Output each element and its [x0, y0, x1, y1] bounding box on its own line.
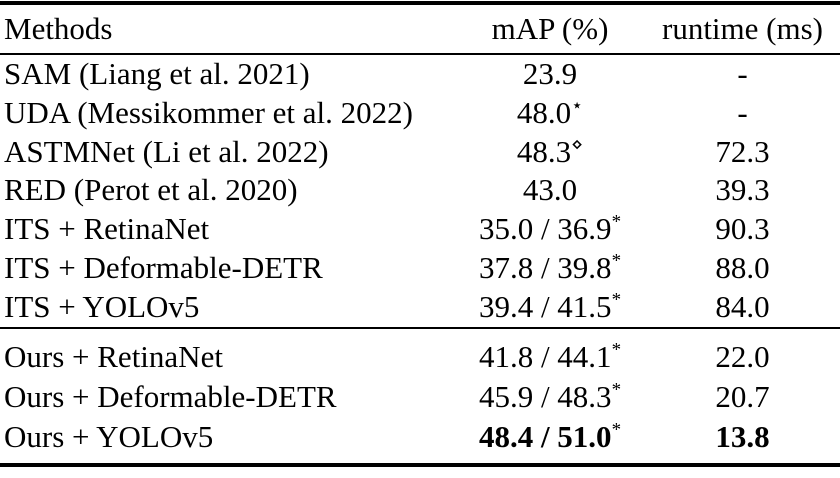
runtime-value: 88.0 — [715, 249, 770, 285]
table-row: SAM (Liang et al. 2021) 23.9 - — [0, 55, 840, 94]
map-number: 48.4 / 51.0 — [478, 418, 612, 454]
map-value: 43.0 — [455, 171, 645, 210]
runtime-value: - — [737, 94, 748, 130]
map-value: 37.8 / 39.8* — [455, 249, 645, 288]
map-number: 41.8 / 44.1 — [478, 338, 612, 374]
bottom-rule — [0, 462, 840, 467]
map-number: 39.4 / 41.5 — [478, 288, 612, 324]
runtime-value: 22.0 — [715, 338, 770, 374]
method-name: Ours + YOLOv5 — [4, 418, 214, 454]
header-methods: Methods — [4, 11, 113, 46]
runtime-value: 84.0 — [715, 288, 770, 324]
results-table: Methods mAP (%) runtime (ms) SAM (Liang … — [0, 1, 840, 467]
map-value: 23.9 — [455, 55, 645, 94]
map-number: 43.0 — [522, 172, 578, 208]
map-number: 45.9 / 48.3 — [478, 378, 612, 414]
table-row: RED (Perot et al. 2020) 43.0 39.3 — [0, 171, 840, 210]
table-row: ITS + RetinaNet 35.0 / 36.9* 90.3 — [0, 210, 840, 249]
runtime-value: 72.3 — [715, 133, 770, 169]
runtime-value: 13.8 — [715, 418, 770, 454]
header-separator-rule — [0, 53, 840, 55]
map-value: 48.3⋄ — [455, 133, 645, 172]
method-name: ITS + YOLOv5 — [4, 288, 200, 324]
map-superscript-marker: * — [611, 250, 622, 272]
map-number: 48.0 — [516, 94, 572, 130]
table-row: ITS + Deformable-DETR 37.8 / 39.8* 88.0 — [0, 249, 840, 288]
method-name: UDA (Messikommer et al. 2022) — [4, 94, 413, 130]
map-superscript-marker: ⋄ — [571, 134, 584, 156]
map-value: 39.4 / 41.5* — [455, 288, 645, 327]
map-value: 45.9 / 48.3* — [455, 377, 645, 417]
map-superscript-marker: * — [611, 419, 622, 441]
top-rule — [0, 1, 840, 5]
table-row: UDA (Messikommer et al. 2022) 48.0⋆ - — [0, 94, 840, 133]
table-row: Ours + Deformable-DETR 45.9 / 48.3* 20.7 — [0, 377, 840, 417]
map-value: 48.4 / 51.0* — [455, 417, 645, 457]
map-number: 37.8 / 39.8 — [478, 249, 612, 285]
map-number: 23.9 — [522, 56, 578, 91]
table-row: ITS + YOLOv5 39.4 / 41.5* 84.0 — [0, 288, 840, 327]
map-value: 48.0⋆ — [455, 94, 645, 133]
map-value: 41.8 / 44.1* — [455, 337, 645, 377]
runtime-value: 20.7 — [715, 378, 770, 414]
mid-separator-rule — [0, 326, 840, 329]
section-baselines: SAM (Liang et al. 2021) 23.9 - UDA (Mess… — [0, 55, 840, 327]
method-name: ASTMNet (Li et al. 2022) — [4, 133, 329, 169]
header-map: mAP (%) — [491, 11, 609, 46]
method-name: SAM (Liang et al. 2021) — [4, 56, 310, 91]
map-superscript-marker: * — [611, 211, 622, 233]
map-superscript-marker: * — [611, 379, 622, 401]
map-superscript-marker: * — [611, 339, 622, 361]
table-row: ASTMNet (Li et al. 2022) 48.3⋄ 72.3 — [0, 133, 840, 172]
section-ours: Ours + RetinaNet 41.8 / 44.1* 22.0 Ours … — [0, 329, 840, 463]
method-name: Ours + RetinaNet — [4, 338, 223, 374]
method-name: RED (Perot et al. 2020) — [4, 172, 298, 208]
runtime-value: 90.3 — [715, 211, 770, 247]
map-number: 35.0 / 36.9 — [478, 211, 612, 247]
table-header-row: Methods mAP (%) runtime (ms) — [0, 5, 840, 53]
method-name: ITS + Deformable-DETR — [4, 249, 323, 285]
map-superscript-marker: ⋆ — [571, 95, 584, 117]
map-number: 48.3 — [516, 133, 572, 169]
map-value: 35.0 / 36.9* — [455, 210, 645, 249]
runtime-value: - — [737, 56, 748, 91]
method-name: ITS + RetinaNet — [4, 211, 210, 247]
runtime-value: 39.3 — [715, 172, 770, 208]
table-row: Ours + YOLOv5 48.4 / 51.0* 13.8 — [0, 417, 840, 457]
header-runtime: runtime (ms) — [662, 11, 823, 46]
method-name: Ours + Deformable-DETR — [4, 378, 337, 414]
table-row: Ours + RetinaNet 41.8 / 44.1* 22.0 — [0, 337, 840, 377]
map-superscript-marker: * — [611, 289, 622, 311]
